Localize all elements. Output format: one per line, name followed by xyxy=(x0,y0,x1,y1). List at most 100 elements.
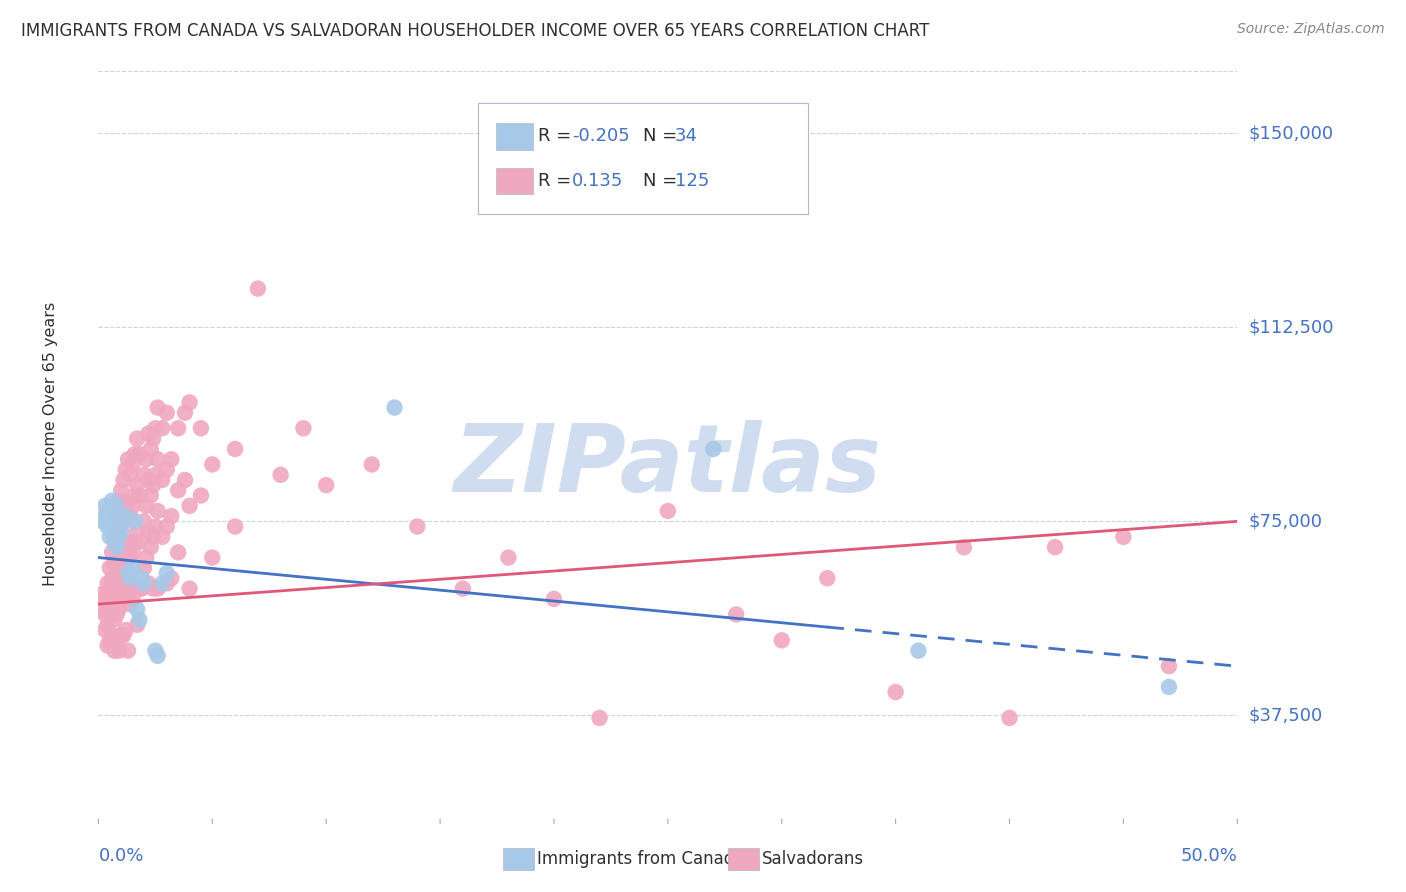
Point xyxy=(120,571,142,585)
Point xyxy=(103,643,125,657)
Point xyxy=(150,473,173,487)
Point xyxy=(101,545,124,559)
Point xyxy=(114,582,136,596)
Point xyxy=(117,643,139,657)
Text: -0.205: -0.205 xyxy=(572,128,630,145)
Point xyxy=(498,550,520,565)
Text: ZIPatlas: ZIPatlas xyxy=(454,420,882,512)
Point xyxy=(139,540,162,554)
Point xyxy=(224,519,246,533)
Point xyxy=(146,401,169,415)
Point xyxy=(132,467,155,482)
Point xyxy=(103,535,125,549)
Point xyxy=(128,613,150,627)
Point xyxy=(145,421,167,435)
Text: Source: ZipAtlas.com: Source: ZipAtlas.com xyxy=(1237,22,1385,37)
Point xyxy=(150,421,173,435)
Point xyxy=(96,597,118,611)
Point xyxy=(112,514,135,528)
Point xyxy=(588,711,610,725)
Point xyxy=(132,576,155,591)
Point xyxy=(101,571,124,585)
Point xyxy=(110,556,132,570)
Point xyxy=(105,639,128,653)
Point xyxy=(138,576,160,591)
Point xyxy=(543,591,565,606)
Point xyxy=(815,571,838,585)
Point xyxy=(108,566,131,580)
Point xyxy=(702,442,724,456)
Point xyxy=(96,639,118,653)
Point xyxy=(103,514,125,528)
Point xyxy=(108,530,131,544)
Point xyxy=(156,462,179,476)
Point xyxy=(108,602,131,616)
Point xyxy=(190,421,212,435)
Point xyxy=(103,613,125,627)
Point xyxy=(138,473,160,487)
Point xyxy=(270,467,292,482)
Text: N =: N = xyxy=(643,128,682,145)
Point xyxy=(142,582,165,596)
Point xyxy=(146,504,169,518)
Point xyxy=(110,519,132,533)
Point xyxy=(131,571,153,585)
Point xyxy=(167,483,190,498)
Point xyxy=(110,591,132,606)
Point xyxy=(105,499,128,513)
Text: $37,500: $37,500 xyxy=(1249,706,1323,724)
Point xyxy=(108,530,131,544)
Point xyxy=(132,514,155,528)
Point xyxy=(1112,530,1135,544)
Point xyxy=(94,623,117,637)
Point xyxy=(150,530,173,544)
Text: 50.0%: 50.0% xyxy=(1181,847,1237,864)
Point xyxy=(94,509,117,524)
Text: 34: 34 xyxy=(675,128,697,145)
Point xyxy=(174,473,197,487)
Point xyxy=(725,607,748,622)
Point xyxy=(98,514,121,528)
Point xyxy=(224,442,246,456)
Point xyxy=(112,509,135,524)
Point xyxy=(101,493,124,508)
Point xyxy=(127,617,149,632)
Point xyxy=(384,401,406,415)
Text: 0.0%: 0.0% xyxy=(98,847,143,864)
Point xyxy=(112,587,135,601)
Point xyxy=(160,571,183,585)
Point xyxy=(142,530,165,544)
Text: $75,000: $75,000 xyxy=(1249,512,1323,531)
Point xyxy=(124,514,146,528)
Point xyxy=(120,509,142,524)
Text: $150,000: $150,000 xyxy=(1249,124,1333,143)
Point xyxy=(101,628,124,642)
Point xyxy=(156,566,179,580)
Point xyxy=(103,556,125,570)
Point xyxy=(167,421,190,435)
Point xyxy=(1157,659,1180,673)
Point xyxy=(98,633,121,648)
Point xyxy=(98,530,121,544)
Point xyxy=(145,519,167,533)
Text: 125: 125 xyxy=(675,172,709,190)
Point xyxy=(156,406,179,420)
Point xyxy=(96,519,118,533)
Point xyxy=(135,550,157,565)
Point xyxy=(770,633,793,648)
Point xyxy=(135,499,157,513)
Point xyxy=(121,545,143,559)
Point xyxy=(132,561,155,575)
Point xyxy=(117,493,139,508)
Point xyxy=(360,458,382,472)
Point xyxy=(146,582,169,596)
Point xyxy=(121,458,143,472)
Text: N =: N = xyxy=(643,172,682,190)
Point xyxy=(884,685,907,699)
Point xyxy=(127,478,149,492)
Point xyxy=(114,540,136,554)
Point xyxy=(127,524,149,539)
Point xyxy=(179,582,201,596)
Point xyxy=(96,504,118,518)
Point xyxy=(103,582,125,596)
